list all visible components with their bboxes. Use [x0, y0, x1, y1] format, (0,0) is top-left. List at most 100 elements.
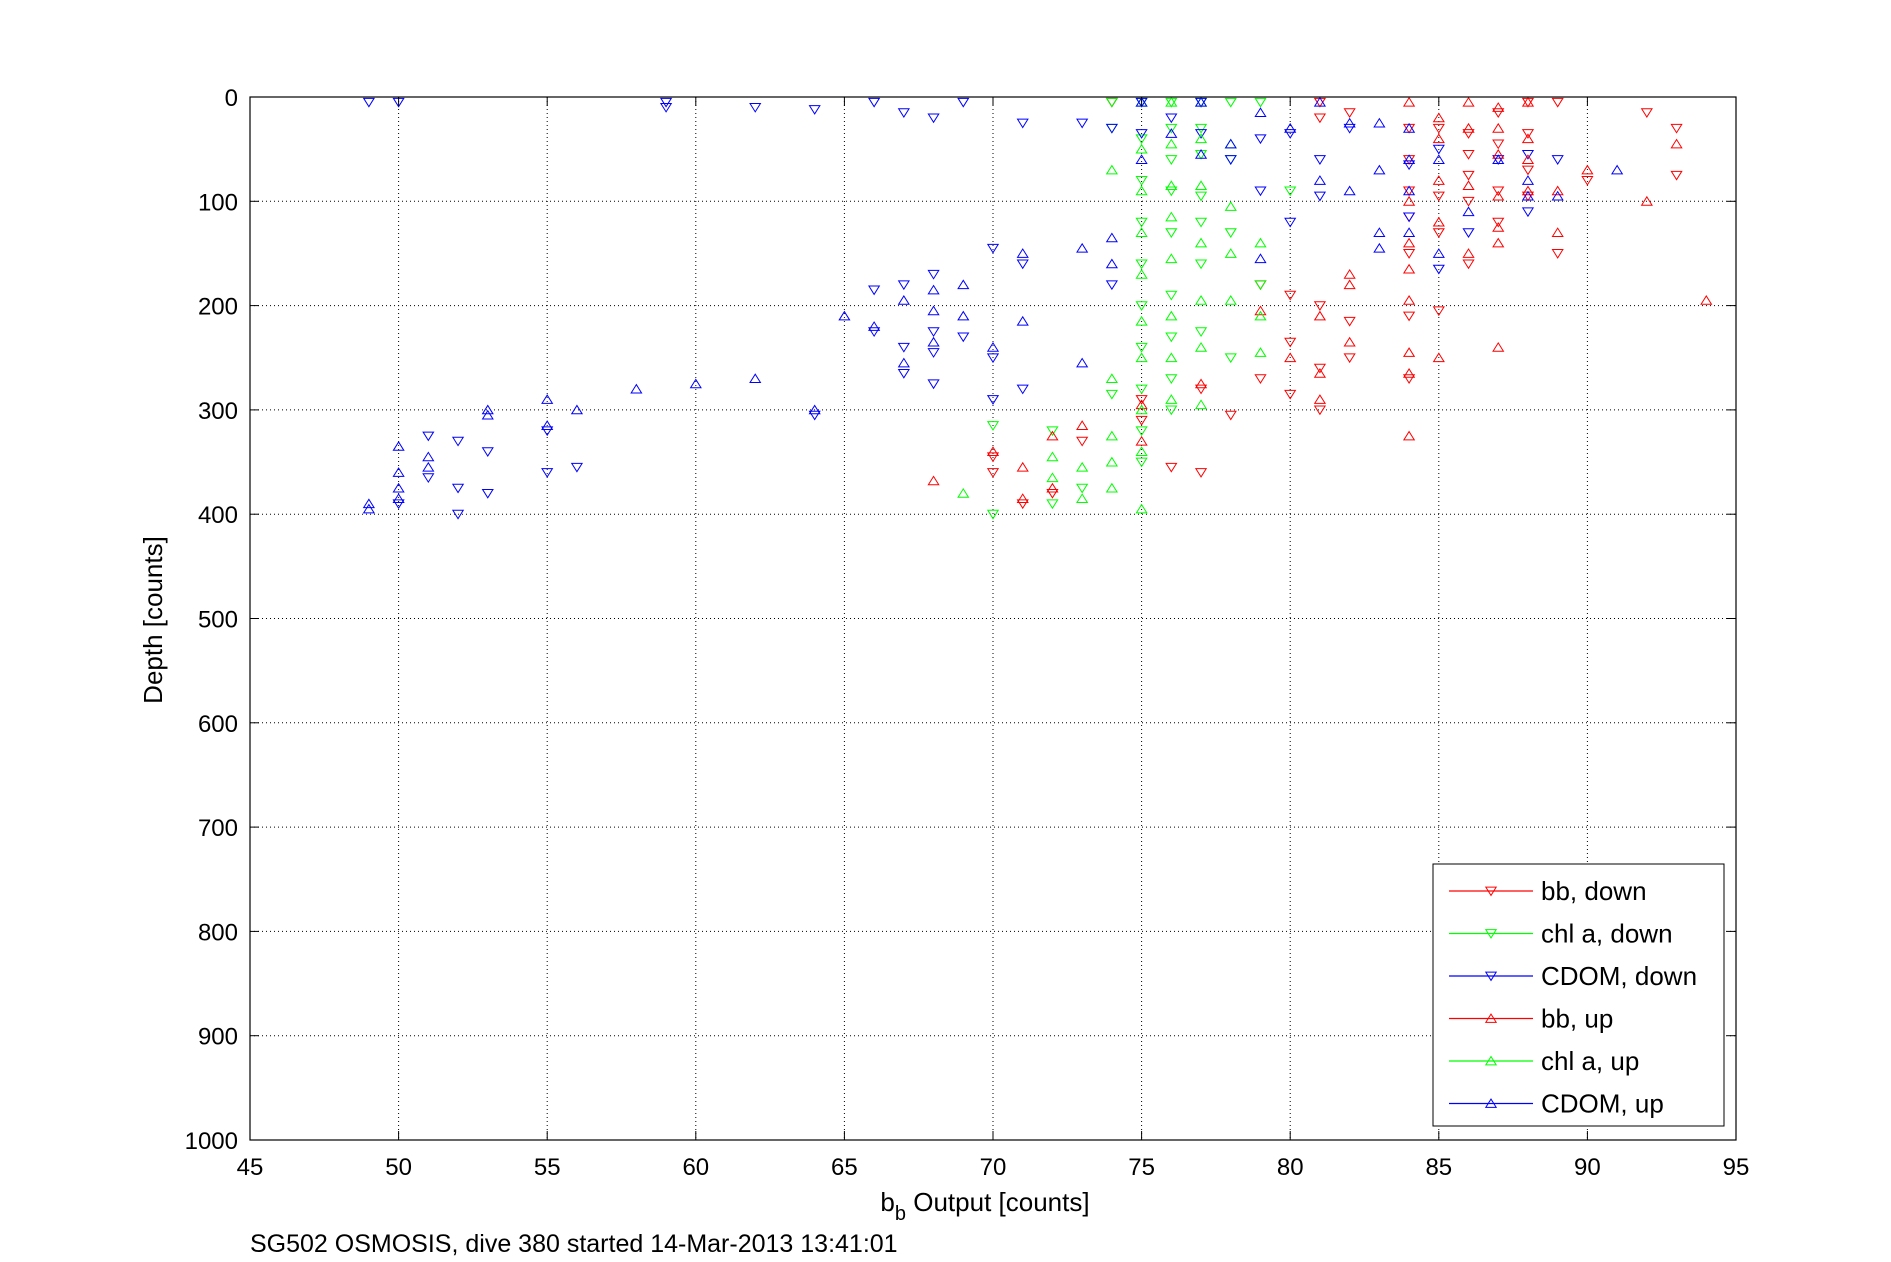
data-point — [1313, 394, 1327, 404]
data-point — [1105, 123, 1118, 134]
data-point — [1284, 290, 1297, 301]
data-point — [1194, 180, 1208, 191]
data-point — [1135, 399, 1148, 410]
data-point — [927, 305, 940, 316]
data-point — [481, 488, 494, 499]
data-point — [1194, 399, 1208, 410]
data-point — [1165, 228, 1178, 238]
data-point — [1165, 123, 1178, 134]
data-point — [986, 341, 1000, 352]
data-point — [1165, 394, 1178, 404]
legend-marker — [1484, 886, 1498, 897]
x-tick-label: 90 — [1574, 1154, 1601, 1181]
data-point — [1284, 217, 1297, 228]
data-point — [1194, 217, 1208, 228]
data-point — [1224, 353, 1237, 364]
data-point — [1105, 389, 1118, 400]
data-point — [1135, 217, 1148, 228]
data-point — [362, 498, 375, 509]
data-point — [481, 404, 494, 415]
data-point — [1492, 149, 1505, 159]
data-point — [1492, 237, 1505, 248]
legend-entry: CDOM, up — [1449, 1089, 1664, 1119]
data-point — [1254, 374, 1267, 384]
data-point — [1462, 228, 1475, 238]
y-tick-label: 200 — [198, 294, 238, 321]
data-point — [541, 468, 554, 478]
data-point — [1076, 436, 1089, 447]
data-point — [957, 310, 970, 321]
data-point — [422, 473, 435, 484]
data-point — [1254, 97, 1267, 108]
data-point — [1105, 232, 1118, 243]
legend-marker — [1484, 1098, 1498, 1108]
data-point — [570, 462, 584, 473]
data-point — [1165, 253, 1178, 264]
data-point — [1016, 259, 1029, 270]
data-point — [1313, 175, 1327, 185]
data-point — [1373, 227, 1386, 237]
data-point — [1432, 175, 1445, 185]
data-point — [1521, 133, 1535, 144]
data-point — [422, 461, 435, 472]
data-point — [927, 269, 940, 280]
data-point — [630, 383, 643, 394]
legend-label: CDOM, up — [1541, 1089, 1664, 1119]
data-point — [927, 113, 940, 124]
data-point — [1402, 430, 1416, 441]
data-point — [1402, 311, 1416, 322]
data-point — [1402, 263, 1416, 274]
data-point — [1402, 122, 1416, 133]
data-point — [1521, 190, 1535, 201]
data-point — [1016, 461, 1029, 472]
data-point — [1165, 462, 1178, 473]
legend-label: bb, down — [1541, 876, 1647, 906]
legend-entry: CDOM, down — [1449, 961, 1697, 991]
data-point — [1670, 123, 1683, 134]
data-point — [1640, 108, 1653, 119]
data-point — [392, 493, 405, 503]
data-point — [1492, 122, 1505, 133]
data-point — [1343, 336, 1356, 347]
data-point — [1313, 405, 1327, 416]
data-point — [1135, 129, 1148, 139]
data-point — [1254, 107, 1267, 118]
data-point — [1135, 415, 1148, 426]
data-point — [986, 421, 1000, 431]
data-point — [897, 357, 910, 368]
data-point — [838, 310, 851, 321]
data-point — [1224, 138, 1237, 149]
data-point — [451, 483, 465, 494]
data-point — [1224, 201, 1237, 211]
data-point — [659, 97, 673, 108]
data-point — [1284, 122, 1297, 133]
y-tick-label: 700 — [198, 815, 238, 842]
data-point — [1521, 154, 1535, 164]
data-point — [1343, 108, 1356, 119]
data-point — [1254, 237, 1267, 248]
data-point — [1105, 97, 1118, 108]
y-tick-label: 1000 — [185, 1128, 238, 1155]
data-point — [1343, 316, 1356, 327]
data-point — [1254, 305, 1267, 316]
data-point — [1373, 117, 1386, 128]
data-point — [927, 336, 940, 347]
data-point — [392, 441, 405, 451]
data-point — [541, 394, 554, 404]
data-point — [1492, 108, 1505, 119]
data-point — [1492, 217, 1505, 228]
data-point — [957, 332, 970, 343]
data-point — [1492, 102, 1505, 112]
y-tick-label: 800 — [198, 919, 238, 946]
data-point — [1254, 347, 1267, 357]
data-point — [392, 482, 405, 493]
data-point — [957, 279, 970, 290]
data-point — [1462, 170, 1475, 181]
data-point — [1462, 122, 1475, 133]
data-point — [897, 368, 910, 379]
x-tick-labels: 45 50 55 60 65 70 75 80 85 90 95 — [237, 1154, 1750, 1181]
data-point — [1611, 164, 1624, 175]
y-tick-labels: 0 100 200 300 400 500 600 700 800 900 1000 — [185, 85, 238, 1155]
data-point — [927, 348, 940, 358]
